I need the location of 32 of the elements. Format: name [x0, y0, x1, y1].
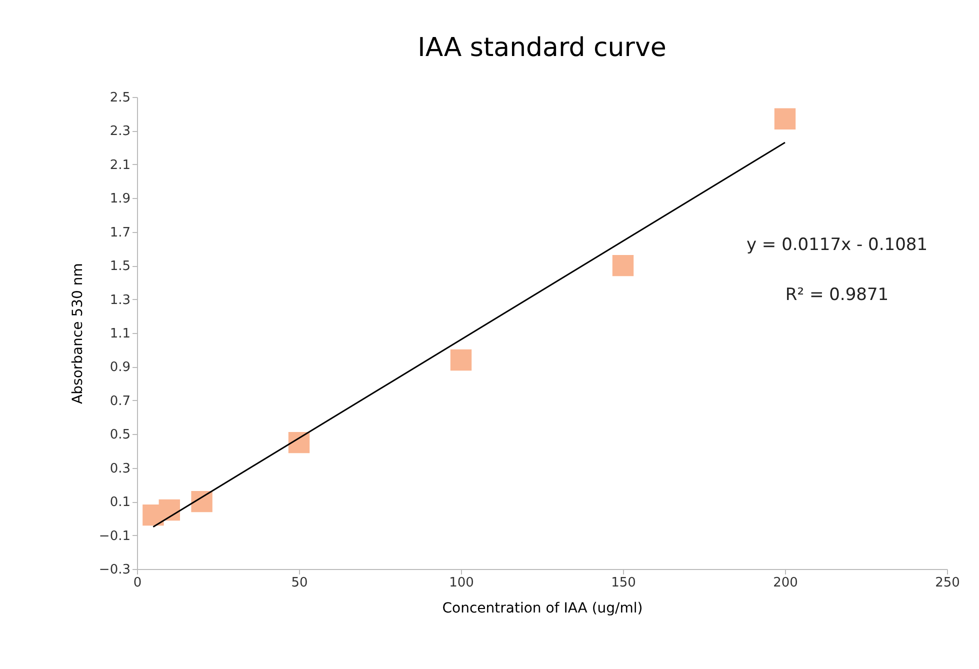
annotation: R² = 0.9871 [785, 285, 889, 305]
y-tick-label: −0.1 [98, 528, 130, 544]
y-tick-label: 1.7 [110, 225, 130, 240]
y-tick-label: 0.9 [110, 360, 130, 376]
y-tick-label: 2.5 [110, 90, 130, 106]
x-tick-label: 50 [291, 576, 308, 590]
y-tick-label: 0.7 [110, 394, 130, 409]
y-tick-label: −0.3 [98, 562, 130, 578]
annotation: y = 0.0117x - 0.1081 [746, 235, 928, 255]
chart-title: IAA standard curve [418, 33, 666, 63]
point [450, 349, 472, 371]
x-tick-label: 200 [773, 576, 798, 590]
point [191, 490, 212, 512]
y-tick-label: 0.3 [110, 461, 130, 476]
y-tick-label: 2.3 [110, 124, 130, 140]
y-tick-label: 0.5 [110, 428, 130, 443]
point [612, 254, 634, 276]
point [288, 432, 310, 454]
point [158, 499, 180, 521]
x-axis-title: Concentration of IAA (ug/ml) [442, 600, 643, 616]
y-tick-label: 1.1 [110, 326, 130, 342]
y-tick-label: 2.1 [110, 158, 130, 173]
x-tick-label: 250 [935, 576, 960, 590]
y-tick-label: 1.5 [110, 259, 130, 274]
x-tick-label: 150 [611, 576, 636, 590]
y-tick-label: 0.1 [110, 495, 130, 510]
y-axis-title: Absorbance 530 nm [70, 263, 86, 404]
point [774, 108, 796, 130]
y-tick-label: 1.3 [110, 292, 130, 308]
x-tick-label: 100 [449, 576, 474, 590]
x-tick-label: 0 [133, 576, 142, 590]
y-tick-label: 1.9 [110, 192, 130, 207]
